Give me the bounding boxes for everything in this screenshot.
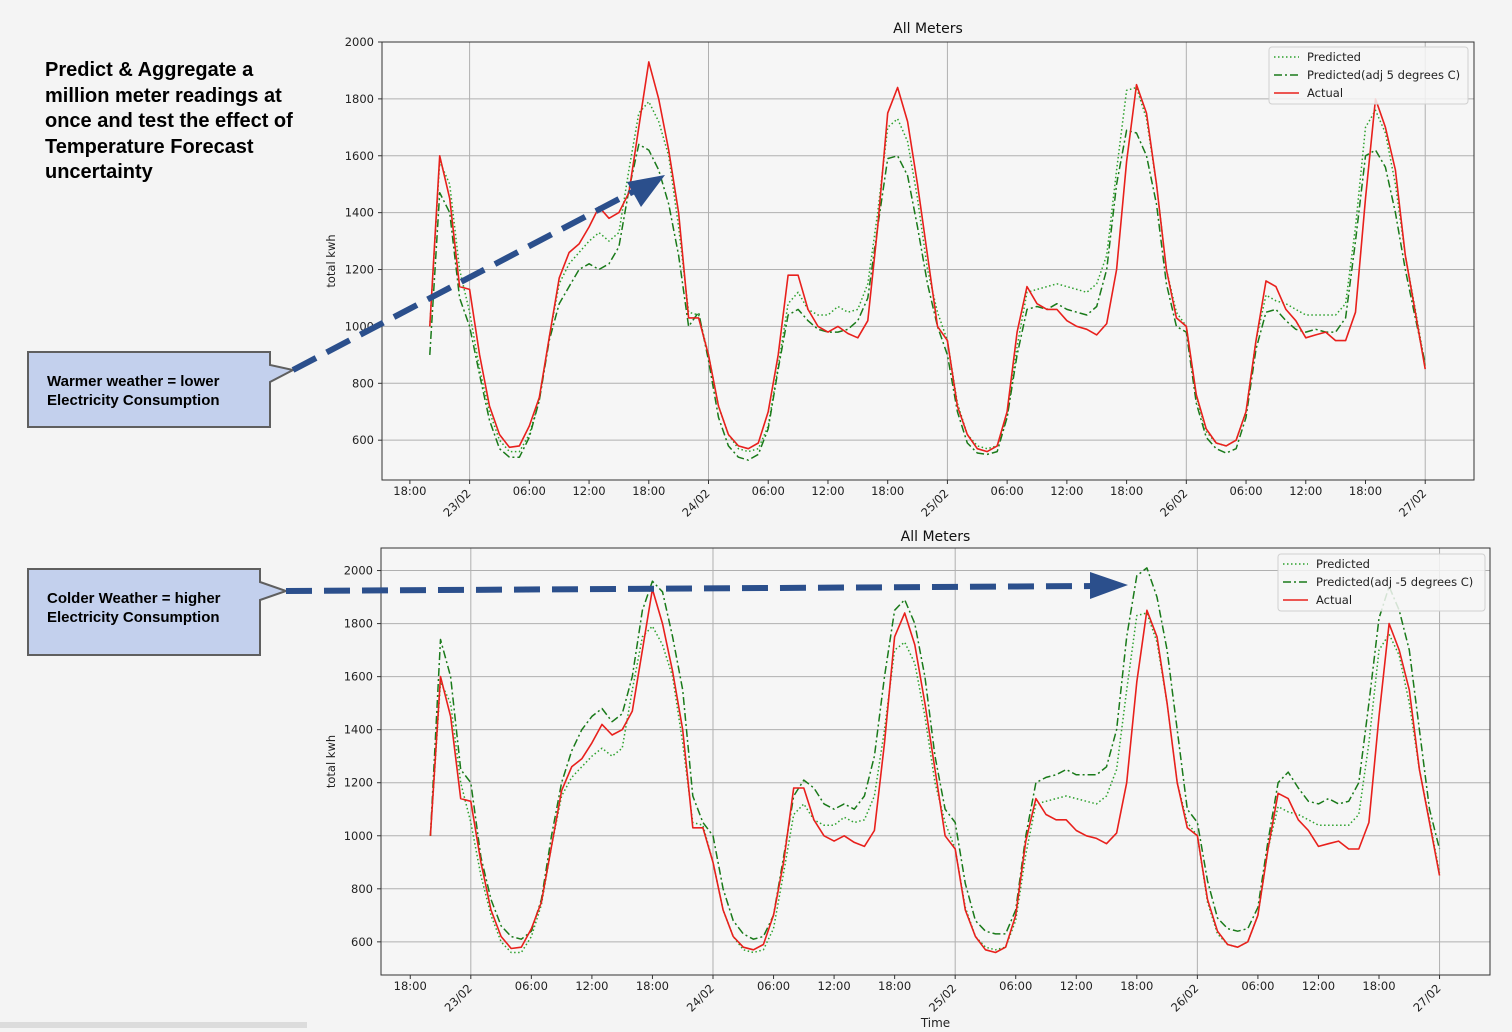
x-tick-label-date: 27/02 [1396, 486, 1429, 519]
y-tick-label: 1600 [345, 149, 374, 163]
x-tick-label-time: 06:00 [757, 979, 790, 993]
y-tick-label: 1400 [345, 206, 374, 220]
chart-bottom-colder: 600 800 1000 1200 1400 1600 1800 2000 18:00 23/02… [324, 529, 1491, 1030]
x-tick-label-time: 18:00 [871, 484, 904, 498]
callout-warmer-text: Warmer weather = lower Electricity Consu… [47, 372, 220, 410]
series-line-solid [429, 61, 1426, 453]
x-tick-label-date: 27/02 [1410, 981, 1443, 1014]
callout-warmer-box [27, 351, 296, 428]
x-tick-label-date: 24/02 [684, 981, 717, 1014]
y-tick-label: 1600 [344, 670, 373, 684]
x-tick-label-time: 06:00 [999, 979, 1032, 993]
series-line-solid [429, 588, 1441, 954]
x-tick-label-time: 12:00 [1050, 484, 1083, 498]
x-tick-label-date: 26/02 [1157, 486, 1190, 519]
x-tick-label-time: 18:00 [878, 979, 911, 993]
y-tick-label: 2000 [344, 564, 373, 578]
plot-frame [380, 547, 1491, 976]
x-tick-label-time: 06:00 [1229, 484, 1262, 498]
legend-label: Actual [1307, 86, 1343, 100]
x-tick-label-date: 24/02 [679, 486, 712, 519]
series-line-dashdot [429, 129, 1426, 461]
x-tick-label-time: 06:00 [513, 484, 546, 498]
legend-label: Actual [1316, 593, 1352, 607]
x-tick-label-time: 18:00 [1120, 979, 1153, 993]
callout-line: Colder Weather = higher [47, 590, 221, 607]
x-tick-label-time: 18:00 [393, 484, 426, 498]
y-tick-label: 1200 [344, 776, 373, 790]
callout-line: Electricity Consumption [47, 392, 220, 409]
y-tick-label: 800 [352, 376, 374, 390]
callout-line: Electricity Consumption [47, 609, 220, 626]
legend: Predicted Predicted(adj -5 degrees C) Actu… [1277, 553, 1486, 612]
x-axis-label: Time [920, 1016, 950, 1030]
legend-label: Predicted(adj 5 degrees C) [1307, 68, 1460, 82]
y-tick-label: 1000 [344, 829, 373, 843]
x-tick-label-date: 25/02 [918, 486, 951, 519]
legend-box [1268, 46, 1469, 105]
legend: Predicted Predicted(adj 5 degrees C) Actua… [1268, 46, 1469, 105]
x-tick-label-time: 18:00 [1349, 484, 1382, 498]
x-tick-label-time: 12:00 [1302, 979, 1335, 993]
callout-line: Warmer weather = lower [47, 373, 220, 390]
x-tick-label-time: 06:00 [752, 484, 785, 498]
chart-title: All Meters [901, 529, 971, 545]
x-tick-label-time: 12:00 [575, 979, 608, 993]
y-tick-label: 1800 [344, 617, 373, 631]
legend-label: Predicted [1316, 557, 1370, 571]
x-tick-label-time: 18:00 [394, 979, 427, 993]
y-tick-label: 600 [352, 433, 374, 447]
arrow-colder-higher [285, 572, 1128, 599]
x-tick-label-time: 18:00 [636, 979, 669, 993]
arrow-warmer-lower [291, 175, 665, 373]
legend-label: Predicted [1307, 50, 1361, 64]
x-tick-label-time: 18:00 [632, 484, 665, 498]
x-tick-label-time: 12:00 [818, 979, 851, 993]
arrow-head-icon [1090, 572, 1128, 599]
x-tick-label-time: 12:00 [572, 484, 605, 498]
legend-label: Predicted(adj -5 degrees C) [1316, 575, 1473, 589]
y-tick-label: 1400 [344, 723, 373, 737]
callout-colder-text: Colder Weather = higher Electricity Cons… [47, 589, 221, 627]
y-tick-label: 800 [351, 882, 373, 896]
series-line-dashdot [429, 567, 1441, 940]
x-tick-label-time: 12:00 [1060, 979, 1093, 993]
plot-frame [381, 41, 1475, 481]
headline-text: Predict & Aggregate a million meter read… [45, 59, 293, 183]
x-tick-label-time: 06:00 [1241, 979, 1274, 993]
chart-title: All Meters [893, 21, 963, 37]
x-tick-label-date: 26/02 [1168, 981, 1201, 1014]
x-tick-label-time: 06:00 [991, 484, 1024, 498]
x-tick-label-time: 06:00 [515, 979, 548, 993]
arrow-head-icon [627, 175, 665, 207]
x-tick-label-time: 12:00 [1289, 484, 1322, 498]
legend-box [1277, 553, 1486, 612]
y-axis-label: total kwh [324, 735, 338, 788]
y-axis-label: total kwh [324, 234, 338, 287]
x-tick-label-date: 23/02 [442, 981, 475, 1014]
x-tick-label-time: 18:00 [1110, 484, 1143, 498]
y-tick-label: 2000 [345, 35, 374, 49]
y-tick-label: 600 [351, 935, 373, 949]
x-tick-label-time: 18:00 [1362, 979, 1395, 993]
y-tick-label: 1200 [345, 263, 374, 277]
y-tick-label: 1800 [345, 92, 374, 106]
x-tick-label-time: 12:00 [811, 484, 844, 498]
horizontal-scrollbar[interactable] [0, 1022, 307, 1028]
x-tick-label-date: 25/02 [926, 981, 959, 1014]
x-tick-label-date: 23/02 [440, 486, 473, 519]
callout-colder-box [27, 568, 290, 656]
